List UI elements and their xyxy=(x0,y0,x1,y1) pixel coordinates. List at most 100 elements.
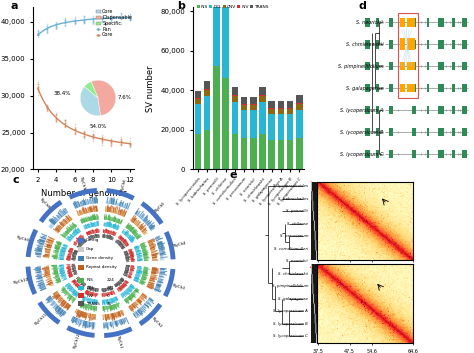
Point xyxy=(71,126,78,132)
Point xyxy=(108,18,115,24)
Point xyxy=(71,128,78,134)
Point xyxy=(71,126,78,132)
Text: S. neorickii: S. neorickii xyxy=(356,20,383,25)
Point xyxy=(126,15,134,20)
Text: d: d xyxy=(359,1,366,11)
Point xyxy=(126,143,134,149)
Point xyxy=(117,138,125,144)
Text: S. galapagense: S. galapagense xyxy=(346,86,383,91)
Point xyxy=(43,26,51,32)
Point xyxy=(89,132,97,138)
Bar xyxy=(78,247,84,252)
Bar xyxy=(407,62,415,71)
Point xyxy=(80,18,88,24)
Point xyxy=(89,138,97,144)
Point xyxy=(89,132,97,138)
Bar xyxy=(376,62,379,71)
Bar xyxy=(462,40,466,48)
Text: SlyCh9: SlyCh9 xyxy=(15,235,29,243)
Point xyxy=(89,136,97,142)
Bar xyxy=(204,90,210,96)
Bar xyxy=(365,18,370,26)
Point xyxy=(89,17,97,23)
Point xyxy=(126,16,134,22)
Bar xyxy=(462,62,466,71)
Point xyxy=(89,16,97,22)
Point xyxy=(71,131,78,137)
Point xyxy=(80,13,88,18)
Point xyxy=(71,127,78,133)
Bar xyxy=(241,105,247,110)
Point xyxy=(53,112,60,118)
Point xyxy=(34,85,42,90)
Point xyxy=(34,28,42,34)
Point xyxy=(71,15,78,21)
Bar xyxy=(438,128,444,136)
Text: SlyCh1: SlyCh1 xyxy=(116,335,123,349)
Point xyxy=(89,19,97,24)
Point xyxy=(53,22,60,27)
Point xyxy=(89,18,97,23)
Point xyxy=(71,21,78,26)
Point xyxy=(126,13,134,19)
Bar xyxy=(407,38,415,50)
Point xyxy=(34,86,42,92)
Point xyxy=(117,16,125,22)
Point xyxy=(108,19,115,24)
Point xyxy=(89,18,97,24)
Point xyxy=(89,21,97,27)
Point xyxy=(89,19,97,25)
Bar xyxy=(438,18,444,26)
Point xyxy=(71,130,78,136)
Text: Gap: Gap xyxy=(86,247,94,251)
Bar xyxy=(427,84,429,92)
Point xyxy=(43,104,51,110)
Point xyxy=(34,82,42,87)
Point xyxy=(71,126,78,132)
Bar xyxy=(462,18,466,26)
Bar xyxy=(411,106,416,114)
Point xyxy=(89,15,97,20)
Point xyxy=(62,124,69,130)
Text: SlyCh4: SlyCh4 xyxy=(173,241,187,248)
Point xyxy=(80,134,88,139)
Bar xyxy=(204,130,210,169)
Point xyxy=(99,138,106,143)
Text: 76: 76 xyxy=(107,301,112,306)
Point xyxy=(62,123,69,128)
Point xyxy=(34,27,42,33)
Point xyxy=(53,21,60,26)
Point xyxy=(99,140,106,146)
Point xyxy=(71,131,78,137)
Point xyxy=(53,21,60,27)
Point xyxy=(62,120,69,126)
Point xyxy=(80,15,88,21)
Bar xyxy=(278,109,284,114)
Bar xyxy=(296,103,302,104)
Text: c: c xyxy=(12,175,19,185)
Bar xyxy=(78,301,84,306)
Point xyxy=(53,19,60,25)
Bar xyxy=(438,40,444,48)
Point xyxy=(34,89,42,95)
Point xyxy=(34,28,42,34)
Point xyxy=(53,115,60,120)
Point xyxy=(117,137,125,142)
Point xyxy=(71,126,78,131)
Point xyxy=(71,121,78,127)
Point xyxy=(53,116,60,122)
Point xyxy=(89,131,97,137)
Bar xyxy=(78,286,84,291)
Point xyxy=(108,138,115,144)
Point xyxy=(43,106,51,111)
Text: 0: 0 xyxy=(107,294,109,298)
Point xyxy=(43,28,51,34)
Point xyxy=(43,105,51,110)
Bar xyxy=(232,95,238,96)
Polygon shape xyxy=(26,229,38,257)
Point xyxy=(80,131,88,137)
Point xyxy=(108,138,115,144)
Point xyxy=(117,14,125,19)
Point xyxy=(99,138,106,144)
Point xyxy=(117,138,125,144)
